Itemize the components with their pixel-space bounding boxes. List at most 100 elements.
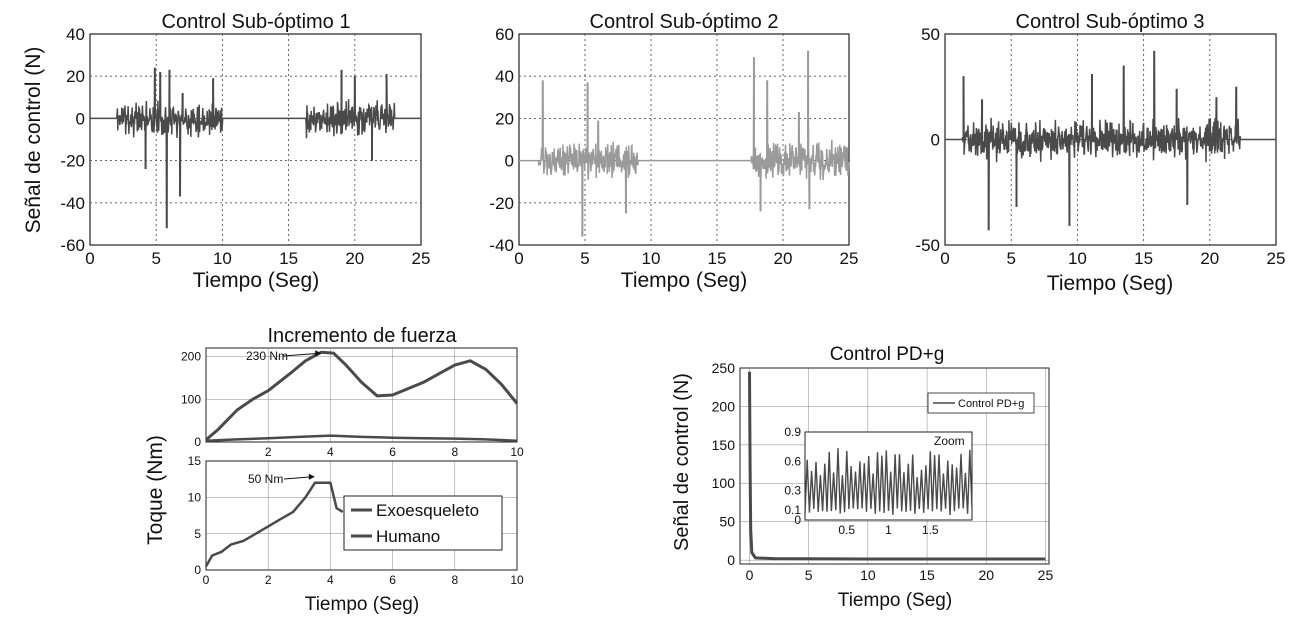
- x-tick-label: 15: [708, 249, 727, 268]
- series: [945, 50, 1276, 231]
- y-tick-label: -40: [489, 236, 514, 255]
- x-tick-label: 10: [213, 249, 232, 268]
- inset-y-tick-label: 0: [794, 513, 801, 527]
- x-axis-label: Tiempo (Seg): [838, 590, 952, 611]
- x-tick-label: 15: [919, 567, 935, 583]
- series-line-humano: [205, 434, 518, 442]
- y-tick-label: -60: [60, 236, 85, 255]
- chart-title: Control PD+g: [830, 344, 945, 365]
- inset-y-tick-label: 0.1: [784, 503, 801, 517]
- x-tick-label: 20: [978, 567, 994, 583]
- y-tick-label: 40: [495, 67, 514, 86]
- tick-labels: 0 5 10 15 20 25 -60 -40 -20 0 20 40: [60, 25, 430, 268]
- series-line-exoesqueleto: [205, 350, 519, 442]
- legend: Control PD+g: [927, 392, 1035, 414]
- annotation: 50 Nm: [248, 472, 315, 486]
- x-tick-label: 20: [345, 249, 364, 268]
- y-tick-label: 0: [76, 109, 85, 128]
- x-tick-label: 2: [265, 573, 272, 587]
- series-line-control-pd-g: [748, 371, 1046, 561]
- legend-box: [927, 392, 1035, 414]
- x-tick-label: 5: [1006, 249, 1015, 268]
- series: [205, 350, 519, 442]
- legend: Exoesqueleto Humano: [343, 495, 503, 551]
- annotation-arrowhead: [308, 473, 315, 480]
- inset-tick-labels: 0.5 1 1.5 00.1 0.3 0.6 0.9: [784, 425, 939, 537]
- x-tick-label: 0: [746, 567, 754, 583]
- y-tick-label: 0: [505, 152, 514, 171]
- inset-x-tick-label: 1: [885, 523, 892, 537]
- zoom-inset: 0.5 1 1.5 00.1 0.3 0.6 0.9 Zoom: [784, 425, 973, 537]
- y-tick-label: 250: [712, 360, 736, 376]
- x-tick-label: 6: [389, 445, 396, 459]
- legend-label-exoesqueleto: Exoesqueleto: [376, 501, 479, 520]
- x-tick-label: 0: [85, 249, 94, 268]
- tick-labels: 0 2 4 6 8 10 0 5 10 15: [188, 454, 524, 587]
- annotation: 230 Nm: [246, 349, 322, 363]
- y-axis-label: Señal de control (N): [671, 373, 693, 551]
- plot-frame: [205, 460, 518, 571]
- legend-label-humano: Humano: [376, 527, 440, 546]
- y-tick-label: -20: [60, 152, 85, 171]
- y-tick-label: 0: [931, 130, 940, 149]
- tick-labels: 0 5 10 15 20 25 -40 -20 0 20 40 60: [489, 25, 858, 268]
- x-tick-label: 5: [151, 249, 160, 268]
- x-tick-label: 2: [265, 445, 272, 459]
- annotation-arrow: [283, 476, 313, 480]
- x-tick-label: 25: [1267, 249, 1286, 268]
- inset-x-tick-label: 1.5: [922, 523, 939, 537]
- chart-control-suboptimo-1: Control Sub-óptimo 1 0 5 10 15 20 25 -60 -40 -20…: [22, 11, 430, 292]
- y-tick-label: -50: [915, 236, 940, 255]
- series: [519, 50, 850, 237]
- x-tick-label: 0: [203, 573, 210, 587]
- y-tick-label: 0: [194, 563, 201, 577]
- signal-line: [519, 50, 850, 237]
- y-tick-label: 0: [727, 552, 735, 568]
- y-axis-label: Señal de control (N): [22, 47, 45, 234]
- x-tick-label: 25: [412, 249, 431, 268]
- x-tick-label: 15: [279, 249, 298, 268]
- x-tick-label: 20: [1200, 249, 1219, 268]
- plot-frame: [205, 347, 518, 443]
- inset-series: [804, 448, 973, 516]
- y-tick-label: 100: [181, 392, 201, 406]
- y-tick-label: 5: [194, 527, 201, 541]
- plot-frame: [739, 367, 1050, 565]
- series: [90, 67, 421, 229]
- y-tick-label: 20: [66, 67, 85, 86]
- x-tick-label: 8: [451, 573, 458, 587]
- x-tick-label: 5: [580, 249, 589, 268]
- chart-title: Incremento de fuerza: [268, 325, 458, 347]
- x-tick-label: 0: [940, 249, 949, 268]
- x-tick-label: 15: [1134, 249, 1153, 268]
- x-tick-label: 8: [451, 445, 458, 459]
- plot-frame: [518, 33, 850, 246]
- x-tick-label: 25: [840, 249, 859, 268]
- inset-signal-line: [804, 448, 973, 516]
- annotation-arrowhead: [315, 350, 322, 357]
- inset-label: Zoom: [934, 434, 965, 448]
- legend-label-control-pd-g: Control PD+g: [958, 398, 1024, 410]
- series: [748, 371, 1046, 561]
- x-tick-label: 6: [389, 573, 396, 587]
- y-tick-label: 0: [194, 435, 201, 449]
- y-axis-label: Toque (Nm): [144, 435, 167, 545]
- inset-y-tick-label: 0.3: [784, 484, 801, 498]
- chart-title: Control Sub-óptimo 1: [162, 11, 351, 33]
- y-tick-label: -20: [489, 194, 514, 213]
- inset-x-tick-label: 0.5: [838, 523, 855, 537]
- series-line-humano: [204, 481, 344, 568]
- annotation-label: 230 Nm: [246, 349, 288, 363]
- x-tick-label: 10: [510, 573, 524, 587]
- y-tick-label: 60: [495, 25, 514, 44]
- x-tick-label: 4: [327, 573, 334, 587]
- y-tick-label: 40: [66, 25, 85, 44]
- x-tick-label: 10: [1068, 249, 1087, 268]
